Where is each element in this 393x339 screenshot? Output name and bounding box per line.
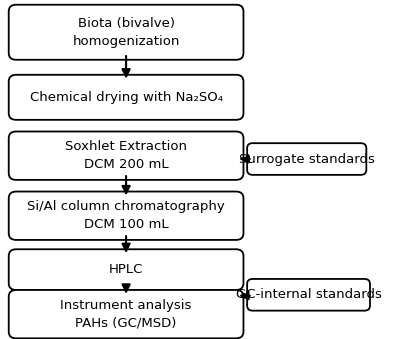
Text: Surrogate standards: Surrogate standards (239, 153, 375, 165)
Text: Instrument analysis
PAHs (GC/MSD): Instrument analysis PAHs (GC/MSD) (61, 299, 192, 330)
Text: Biota (bivalve)
homogenization: Biota (bivalve) homogenization (72, 17, 180, 48)
Text: GC-internal standards: GC-internal standards (236, 288, 382, 301)
FancyBboxPatch shape (9, 132, 243, 180)
FancyBboxPatch shape (9, 290, 243, 338)
Text: Si/Al column chromatography
DCM 100 mL: Si/Al column chromatography DCM 100 mL (27, 200, 225, 231)
Text: HPLC: HPLC (109, 263, 143, 276)
FancyBboxPatch shape (9, 249, 243, 290)
FancyBboxPatch shape (247, 279, 370, 311)
FancyBboxPatch shape (247, 143, 366, 175)
FancyBboxPatch shape (9, 75, 243, 120)
Text: Chemical drying with Na₂SO₄: Chemical drying with Na₂SO₄ (29, 91, 222, 104)
FancyBboxPatch shape (9, 5, 243, 60)
Text: Soxhlet Extraction
DCM 200 mL: Soxhlet Extraction DCM 200 mL (65, 140, 187, 171)
FancyBboxPatch shape (9, 192, 243, 240)
